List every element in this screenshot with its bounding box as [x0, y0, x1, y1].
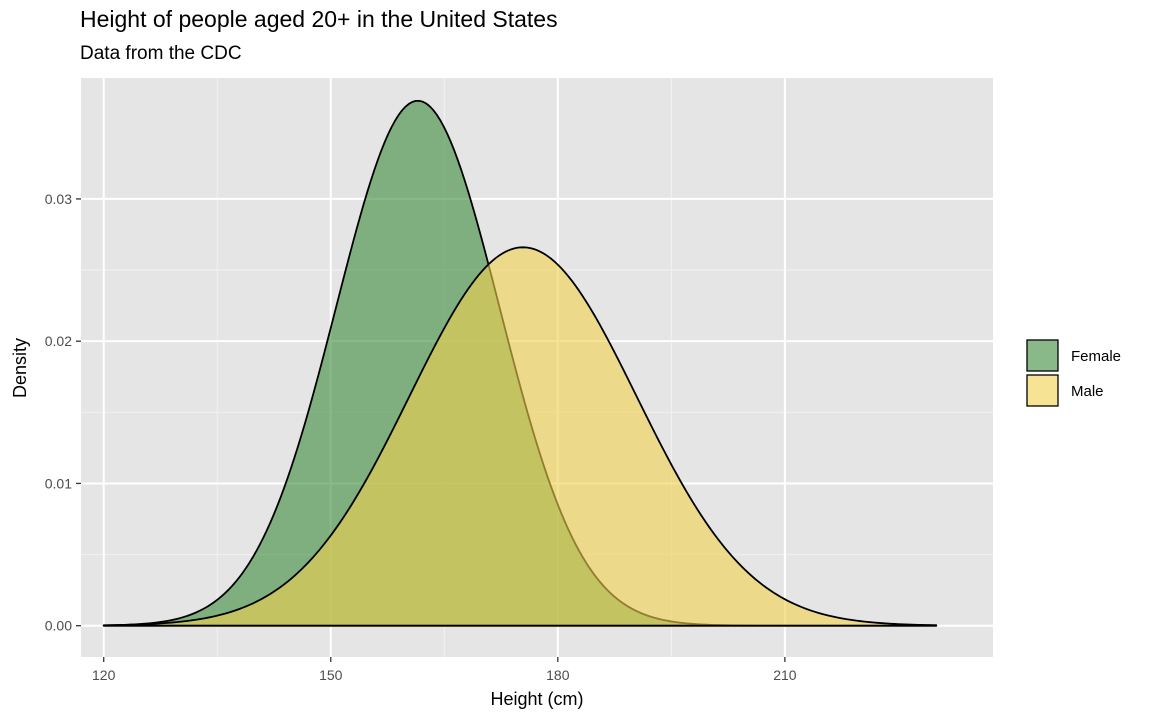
- x-tick-label: 210: [773, 667, 797, 683]
- chart-subtitle: Data from the CDC: [80, 43, 242, 64]
- density-layer: [102, 99, 938, 627]
- x-axis-title: Height (cm): [490, 689, 583, 709]
- legend-label-female: Female: [1071, 348, 1121, 365]
- x-tick-label: 180: [546, 667, 570, 683]
- y-axis: 0.00 0.01 0.02 0.03: [45, 191, 81, 634]
- legend: Female Male: [1026, 339, 1121, 407]
- x-tick-label: 120: [92, 667, 116, 683]
- chart-title: Height of people aged 20+ in the United …: [80, 6, 558, 32]
- density-area-male: [102, 246, 938, 627]
- legend-key-male: [1026, 374, 1059, 407]
- x-tick-label: 150: [319, 667, 343, 683]
- y-tick-label: 0.00: [45, 618, 72, 634]
- legend-label-male: Male: [1071, 383, 1104, 400]
- y-tick-label: 0.02: [45, 333, 72, 349]
- legend-key-female: [1026, 339, 1059, 372]
- x-axis: 120 150 180 210: [92, 657, 797, 683]
- y-axis-title: Density: [10, 338, 30, 398]
- y-tick-label: 0.01: [45, 475, 72, 491]
- y-tick-label: 0.03: [45, 191, 72, 207]
